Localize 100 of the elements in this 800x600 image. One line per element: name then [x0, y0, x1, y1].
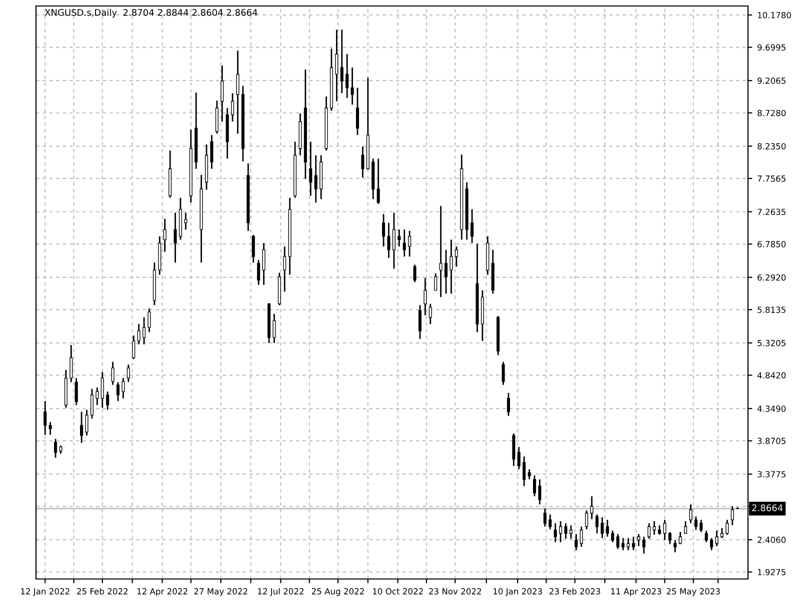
- y-tick-label: 9.6995: [758, 44, 786, 51]
- candlestick: [637, 533, 640, 547]
- candlestick: [720, 527, 724, 539]
- y-tick-label: 9.2065: [758, 78, 786, 84]
- y-tick-label: 5.3205: [758, 340, 786, 346]
- x-tick-label: 23 Nov 2022: [429, 588, 481, 594]
- candlestick: [626, 537, 630, 551]
- candlestick: [90, 388, 94, 420]
- candlestick: [148, 308, 151, 333]
- y-tick-label: 2.4060: [758, 536, 786, 543]
- x-tick-label: 12 Apr 2022: [137, 588, 188, 596]
- candlestick: [574, 533, 578, 551]
- y-tick-label: 3.3775: [758, 471, 786, 478]
- candlestick: [512, 432, 516, 467]
- candlestick: [548, 514, 552, 530]
- candlestick: [694, 516, 698, 531]
- y-tick-label: 5.8135: [758, 306, 786, 313]
- y-tick-label: 4.8420: [757, 372, 786, 379]
- x-tick-label: 23 Feb 2023: [550, 588, 600, 594]
- candlestick: [314, 154, 318, 204]
- candlestick: [184, 212, 188, 230]
- candlestick: [174, 212, 177, 264]
- candlestick: [126, 364, 130, 383]
- candlestick: [163, 218, 166, 253]
- x-tick-label: 27 May 2022: [194, 588, 248, 596]
- candlestick: [272, 313, 276, 344]
- y-tick-label: 3.8705: [758, 438, 786, 444]
- candlestick: [684, 520, 688, 534]
- x-tick-label: 11 Apr 2023: [611, 588, 662, 596]
- candlestick: [132, 334, 136, 360]
- candlestick: [142, 316, 146, 346]
- candlestick: [689, 504, 692, 524]
- candlestick: [122, 377, 125, 400]
- candlestick: [506, 392, 510, 417]
- candlestick: [111, 361, 114, 386]
- candlestick: [668, 531, 672, 545]
- candlestick: [554, 522, 557, 543]
- candlestick: [100, 371, 104, 408]
- candlestick: [356, 87, 360, 136]
- x-tick-label: 25 Feb 2022: [77, 588, 128, 594]
- chart-title: XNGUSD.s,Daily 2.8704 2.8844 2.8604 2.8664: [44, 8, 258, 18]
- candlestick: [408, 230, 412, 258]
- x-tick-label: 10 Jan 2023: [494, 588, 542, 596]
- candlestick: [533, 474, 536, 497]
- candlestick: [658, 524, 662, 536]
- candlestick: [262, 242, 266, 286]
- candlestick: [611, 530, 614, 543]
- candlestick: [564, 522, 568, 540]
- candlestick: [48, 421, 52, 436]
- candlestick: [376, 158, 380, 205]
- candlestick: [678, 531, 682, 545]
- x-tick-label: 12 Jul 2022: [258, 588, 304, 596]
- candlestick: [252, 234, 255, 264]
- candlestick: [335, 29, 338, 102]
- candlestick: [346, 53, 349, 99]
- candlestick: [502, 361, 505, 386]
- y-tick-label: 8.2350: [758, 143, 786, 150]
- candlestick: [569, 524, 572, 540]
- candlestick: [215, 100, 218, 134]
- candlestick: [382, 213, 386, 248]
- candlestick: [730, 506, 734, 526]
- candlestick: [402, 228, 406, 258]
- candlestick: [543, 508, 546, 528]
- candlestick: [309, 141, 312, 196]
- candlestick: [700, 519, 703, 533]
- candlestick: [450, 238, 453, 294]
- y-tick-label: 6.7850: [758, 241, 786, 248]
- y-tick-label: 6.2920: [758, 274, 786, 281]
- candlestick: [80, 411, 84, 444]
- candlestick: [434, 272, 438, 291]
- candlestick: [648, 522, 651, 540]
- candlestick: [538, 478, 542, 506]
- y-tick-label: 10.1780: [758, 12, 791, 18]
- candlestick: [428, 303, 432, 325]
- y-tick-label: 1.9275: [758, 568, 786, 576]
- candlestick: [220, 64, 224, 122]
- candlestick: [632, 536, 635, 551]
- candlestick: [96, 386, 99, 406]
- candlestick: [398, 228, 401, 248]
- candlestick: [580, 526, 583, 548]
- candlestick: [106, 390, 110, 410]
- candlestick: [622, 537, 625, 551]
- x-tick-label: 25 Aug 2022: [312, 588, 364, 596]
- candlestick: [44, 400, 47, 436]
- candlestick: [444, 249, 448, 294]
- candlestick: [210, 134, 214, 170]
- candlestick: [54, 438, 58, 458]
- x-tick-label: 25 May 2023: [666, 588, 720, 596]
- candlestick: [74, 377, 78, 406]
- candlestick: [600, 516, 604, 539]
- candlestick: [387, 222, 390, 259]
- candlestick: [652, 520, 656, 536]
- candlestick: [116, 381, 120, 402]
- x-tick-label: 12 Jan 2022: [21, 588, 70, 596]
- candlestick: [663, 519, 666, 541]
- candlestick: [392, 212, 396, 270]
- candlestick: [595, 514, 599, 534]
- candlestick: [616, 533, 620, 550]
- candlestick: [674, 539, 677, 553]
- candlestick: [559, 520, 562, 543]
